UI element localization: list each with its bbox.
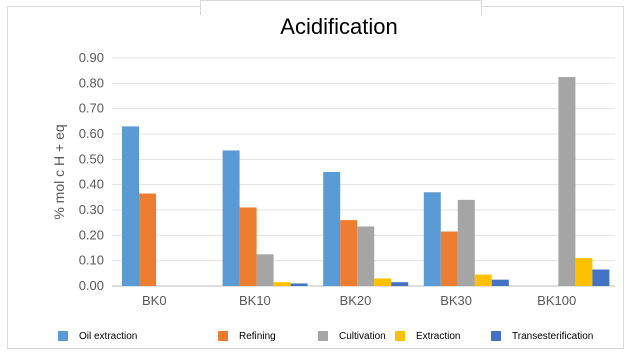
y-tick-label: 0.80 xyxy=(79,75,104,90)
bars xyxy=(122,77,610,287)
bar xyxy=(474,274,492,286)
bar xyxy=(423,192,441,286)
bar xyxy=(139,193,156,286)
title-tab xyxy=(200,0,482,15)
bar xyxy=(491,279,509,286)
category-labels: BK0 BK10 BK20 BK30 BK100 xyxy=(142,293,576,308)
y-tick-label: 0.00 xyxy=(79,278,104,293)
bar xyxy=(457,199,475,286)
category-label: BK30 xyxy=(440,293,472,308)
y-tick-label: 0.40 xyxy=(79,177,104,192)
bar xyxy=(391,282,409,286)
category-label: BK100 xyxy=(537,293,576,308)
legend-label: Oil extraction xyxy=(79,331,137,342)
legend-swatch xyxy=(395,331,405,341)
legend-swatch xyxy=(58,331,68,341)
y-tick-label: 0.20 xyxy=(79,227,104,242)
bar xyxy=(273,282,291,286)
bar xyxy=(122,126,139,287)
bar xyxy=(290,283,308,286)
y-tick-label: 0.90 xyxy=(79,50,104,65)
y-tick-label: 0.50 xyxy=(79,151,104,166)
legend: Oil extraction Refining Cultivation Extract… xyxy=(58,331,593,342)
category-label: BK0 xyxy=(142,293,167,308)
chart-frame xyxy=(7,6,624,349)
bar xyxy=(256,254,274,286)
legend-label: Refining xyxy=(239,331,276,342)
category-label: BK20 xyxy=(340,293,372,308)
legend-label: Cultivation xyxy=(339,331,386,342)
y-tick-label: 0.70 xyxy=(79,101,104,116)
y-tick-label: 0.10 xyxy=(79,253,104,268)
chart-title: Acidification xyxy=(280,14,397,39)
bar xyxy=(592,269,610,286)
bar xyxy=(222,150,240,286)
legend-swatch xyxy=(491,331,501,341)
legend-label: Extraction xyxy=(416,331,460,342)
legend-swatch xyxy=(318,331,328,341)
bar xyxy=(357,226,375,286)
bar xyxy=(440,231,458,286)
legend-swatch xyxy=(218,331,228,341)
bar xyxy=(239,207,257,286)
gridlines xyxy=(112,57,615,287)
y-tick-labels: 0.00 0.10 0.20 0.30 0.40 0.50 0.60 0.70 0.80 0.90 xyxy=(79,50,104,293)
category-label: BK10 xyxy=(239,293,271,308)
legend-label: Transesterification xyxy=(512,331,593,342)
bar xyxy=(558,77,576,286)
y-tick-label: 0.60 xyxy=(79,126,104,141)
y-tick-label: 0.30 xyxy=(79,202,104,217)
bar xyxy=(374,278,392,286)
y-axis-label: % mol c H + eq xyxy=(51,124,67,219)
bar xyxy=(575,258,593,286)
bar xyxy=(323,172,341,286)
bar xyxy=(340,220,358,286)
